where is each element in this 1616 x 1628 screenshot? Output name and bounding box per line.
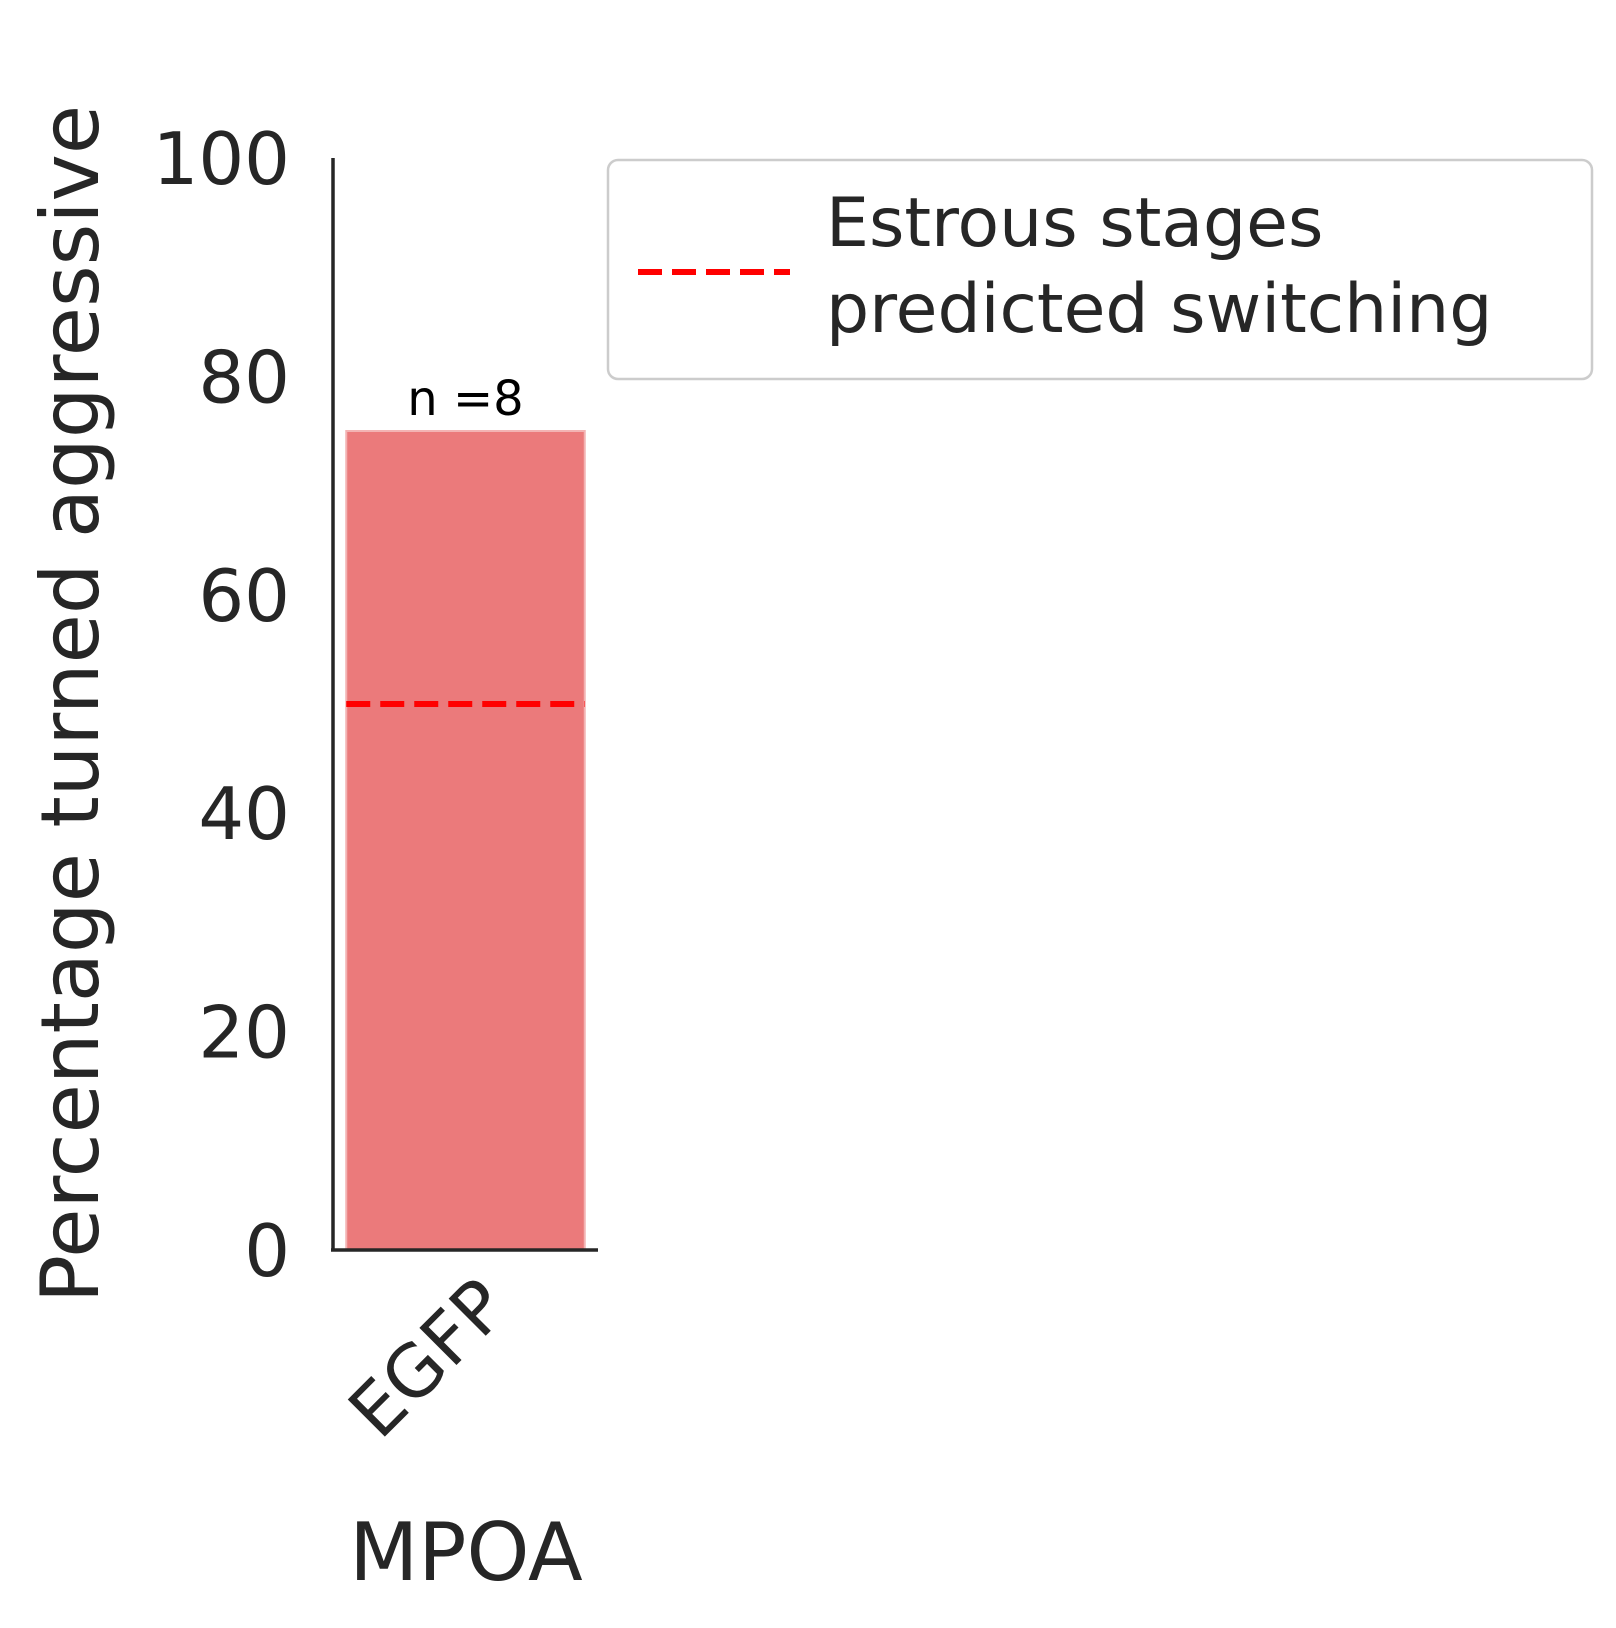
y-tick-label: 60 — [198, 554, 290, 638]
x-axis-label: MPOA — [349, 1506, 583, 1599]
y-tick-label: 40 — [198, 772, 290, 856]
legend-label-line-1: Estrous stages — [826, 184, 1323, 263]
x-tick-label: EGFP — [333, 1263, 524, 1454]
y-axis-label: Percentage turned aggressive — [24, 105, 117, 1303]
y-tick-labels: 0 20 40 60 80 100 — [153, 117, 290, 1293]
bar-annotations: n =8 — [407, 371, 523, 427]
x-tick-labels: EGFP — [333, 1263, 524, 1454]
y-tick-label: 20 — [198, 991, 290, 1075]
legend: Estrous stages predicted switching — [606, 158, 1594, 381]
axes-layer — [331, 158, 598, 1252]
y-tick-label: 0 — [244, 1209, 290, 1293]
y-tick-label: 80 — [198, 335, 290, 419]
bars-layer — [345, 430, 586, 1251]
y-tick-label: 100 — [153, 117, 290, 201]
legend-label-line-2: predicted switching — [826, 270, 1492, 349]
legend-frame — [606, 158, 1594, 381]
bar-annotation: n =8 — [407, 371, 523, 427]
bar-egfp — [345, 430, 586, 1251]
